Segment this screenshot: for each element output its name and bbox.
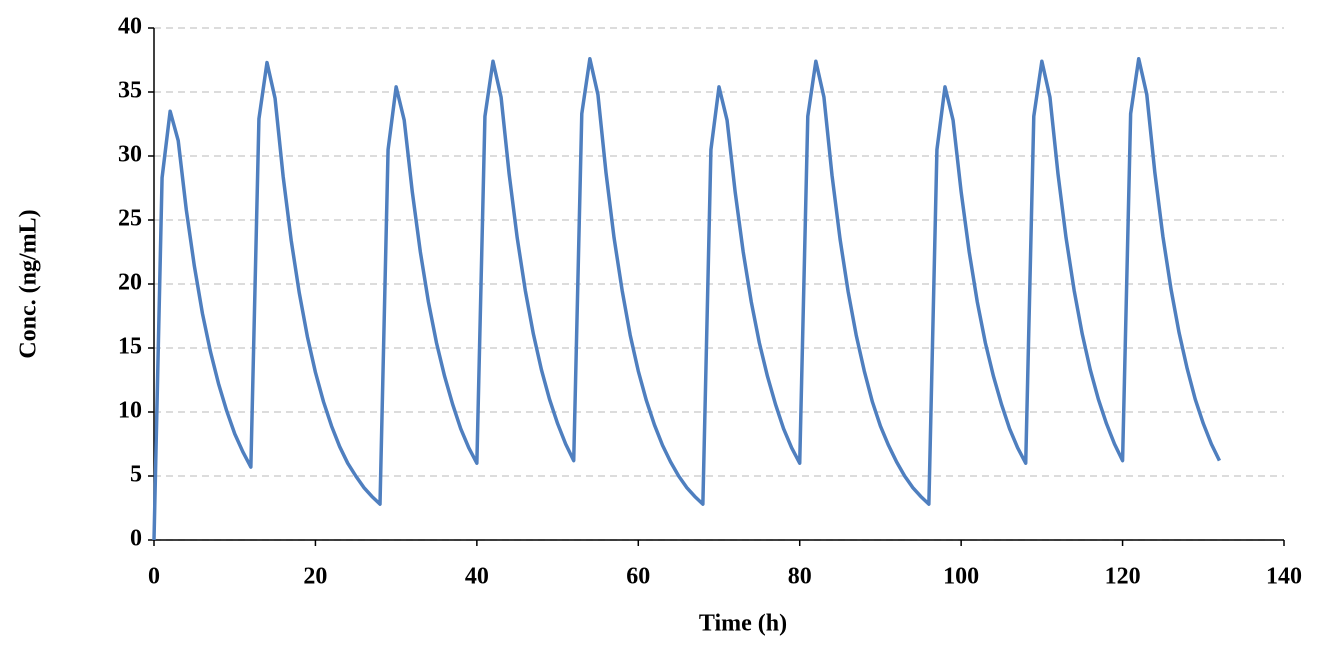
y-tick-label: 15 [118,334,142,360]
data-line [152,56,1222,541]
y-axis-label: Conc. (ng/mL) [16,209,42,358]
x-tick-label: 100 [943,564,979,590]
y-tick-label: 40 [118,14,142,40]
x-tick-label: 60 [626,564,650,590]
x-tick-label: 40 [465,564,489,590]
x-tick-label: 0 [148,564,160,590]
x-tick-label: 20 [303,564,327,590]
x-tick-label: 80 [788,564,812,590]
y-tick-label: 20 [118,270,142,296]
x-tick-label: 120 [1105,564,1141,590]
y-tick-label: 25 [118,206,142,232]
y-tick-label: 30 [118,142,142,168]
x-axis-label: Time (h) [699,611,787,637]
x-tick-label: 140 [1266,564,1302,590]
y-tick-label: 10 [118,398,142,424]
y-tick-label: 0 [130,526,142,552]
y-tick-label: 5 [130,462,142,488]
y-tick-label: 35 [118,78,142,104]
